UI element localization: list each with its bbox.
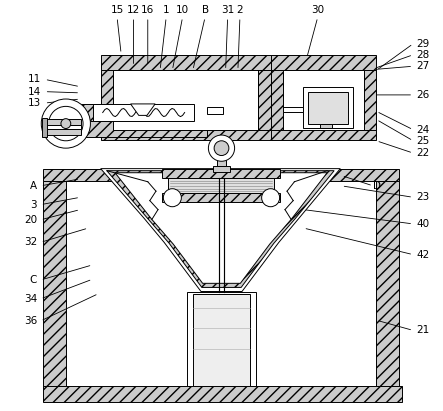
Text: 22: 22 <box>416 148 429 158</box>
Text: 32: 32 <box>24 238 37 247</box>
Text: 26: 26 <box>416 90 429 100</box>
Bar <box>307 92 349 125</box>
Text: 27: 27 <box>416 61 429 71</box>
Bar <box>207 107 223 114</box>
Circle shape <box>214 141 229 155</box>
Text: 23: 23 <box>416 192 429 202</box>
Bar <box>80 104 93 121</box>
Circle shape <box>41 99 90 148</box>
Text: 20: 20 <box>24 215 37 225</box>
Text: 30: 30 <box>311 5 324 15</box>
Bar <box>187 291 256 386</box>
Text: C: C <box>30 275 37 285</box>
Text: B: B <box>202 5 209 15</box>
Text: 29: 29 <box>416 39 429 49</box>
Bar <box>101 130 342 140</box>
Circle shape <box>262 189 280 207</box>
Bar <box>43 169 399 181</box>
Bar <box>364 70 377 130</box>
Text: 24: 24 <box>416 125 429 135</box>
Text: 14: 14 <box>28 87 41 97</box>
Bar <box>258 70 271 130</box>
Bar <box>45 129 82 135</box>
Bar <box>45 125 82 129</box>
Bar <box>43 118 47 137</box>
Text: 15: 15 <box>110 5 124 15</box>
Bar <box>80 121 207 137</box>
Bar <box>43 181 66 386</box>
Text: 10: 10 <box>176 5 189 15</box>
Bar <box>162 193 280 202</box>
Text: 36: 36 <box>24 316 37 326</box>
Text: D: D <box>373 181 381 191</box>
Bar <box>168 178 274 193</box>
Bar <box>93 104 194 121</box>
Bar <box>377 181 399 386</box>
Bar <box>45 120 82 125</box>
Text: 2: 2 <box>237 5 243 15</box>
Text: 16: 16 <box>141 5 155 15</box>
Bar <box>214 166 229 172</box>
Text: 28: 28 <box>416 50 429 60</box>
Bar <box>271 70 283 130</box>
Bar <box>113 70 258 130</box>
Bar <box>162 169 280 178</box>
Circle shape <box>208 135 235 161</box>
Text: 31: 31 <box>221 5 234 15</box>
Circle shape <box>61 119 71 129</box>
Bar <box>271 55 377 70</box>
Bar <box>283 70 364 130</box>
Polygon shape <box>101 169 340 291</box>
Text: 3: 3 <box>31 200 37 210</box>
Bar <box>80 104 207 120</box>
Bar <box>43 386 402 402</box>
Text: 25: 25 <box>416 136 429 146</box>
Bar <box>303 87 353 128</box>
Text: 1: 1 <box>163 5 170 15</box>
Bar <box>320 124 332 129</box>
Polygon shape <box>131 104 155 115</box>
Circle shape <box>163 189 181 207</box>
Text: 21: 21 <box>416 326 429 335</box>
Text: 34: 34 <box>24 294 37 304</box>
Polygon shape <box>115 173 327 283</box>
Bar <box>101 55 271 70</box>
Text: 11: 11 <box>28 74 41 84</box>
Text: 12: 12 <box>127 5 140 15</box>
Text: A: A <box>30 181 37 191</box>
Circle shape <box>49 106 83 141</box>
Bar <box>101 70 113 130</box>
Bar <box>271 130 377 140</box>
Polygon shape <box>107 171 334 287</box>
Text: 40: 40 <box>416 219 429 229</box>
Text: 13: 13 <box>28 98 41 108</box>
Text: 42: 42 <box>416 249 429 260</box>
Bar <box>217 158 226 166</box>
Bar <box>193 293 250 386</box>
Bar <box>194 104 207 121</box>
Bar <box>283 107 303 112</box>
